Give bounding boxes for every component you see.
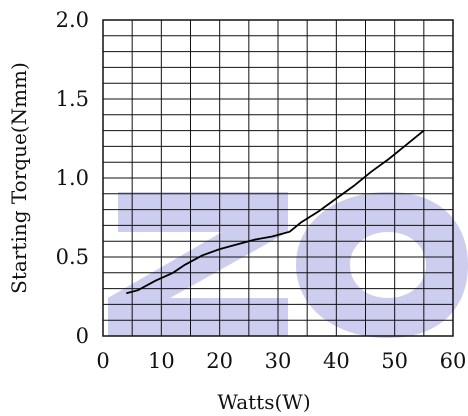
x-tick-label: 50 [381,349,408,373]
y-tick-label: 2.0 [56,8,89,32]
watermark-letter-o [296,192,468,338]
x-tick-label: 40 [323,349,350,373]
x-axis-title: Watts(W) [217,390,310,414]
x-tick-label: 20 [206,349,233,373]
series-line-1 [126,129,425,295]
y-tick-label: 1.5 [56,87,89,111]
y-axis-title: Starting Torque(Nmm) [7,62,31,294]
x-tick-label: 10 [148,349,175,373]
x-tick-label: 30 [265,349,292,373]
y-tick-label: 1.0 [56,166,89,190]
watermark-letter-z [108,192,288,336]
y-tick-label: 0 [76,324,89,348]
y-tick-label: 0.5 [56,245,89,269]
series-layer [126,129,425,295]
x-tick-label: 0 [96,349,109,373]
watermark-logo [108,192,468,338]
plot-frame [102,19,454,337]
tick-labels: 0 10 20 30 40 50 60 0 0.5 1.0 1.5 2.0 [56,8,467,373]
plot-border [102,19,454,337]
x-tick-label: 60 [440,349,467,373]
grid [103,20,453,336]
